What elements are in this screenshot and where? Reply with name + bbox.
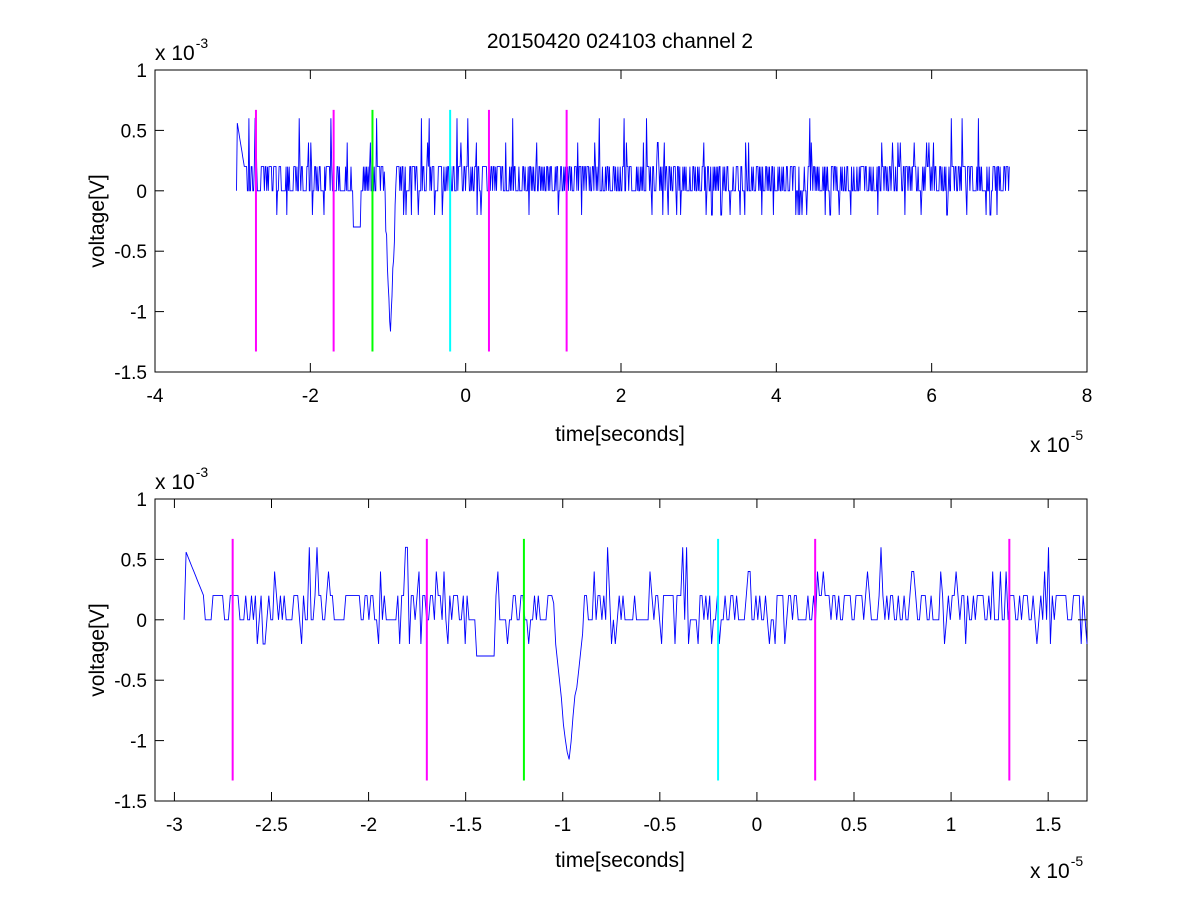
bottom-x-multiplier: x 10-5	[1030, 853, 1083, 883]
bottom-y-tick-label: -1	[130, 732, 147, 753]
top-y-multiplier: x 10-3	[155, 35, 208, 65]
bottom-y-tick-label: 0.5	[121, 550, 147, 571]
bottom-y-tick-label: 1	[136, 490, 147, 511]
bottom-y-multiplier-base: x 10	[155, 471, 195, 494]
top-signal-trace	[236, 117, 1010, 332]
top-x-tick-label: 2	[616, 386, 627, 407]
bottom-y-tick-label: -1.5	[114, 792, 147, 813]
top-marker-layer	[254, 109, 568, 352]
top-y-tick-label: 0	[136, 182, 147, 203]
bottom-signal-layer	[183, 546, 1088, 760]
bottom-y-axis-label: voltage[V]	[86, 603, 109, 696]
bottom-x-tick-label: 1.5	[1035, 815, 1061, 836]
bottom-subplot: -3 -2.5 -2 -1.5 -1 -0.5 0 0.5 1 1.5 -1.5 -1 -0.5 0 0.…	[86, 464, 1088, 883]
top-y-multiplier-exponent: -3	[196, 35, 209, 51]
bottom-x-tick-label: -1	[554, 815, 571, 836]
top-y-tick-label: 1	[136, 61, 147, 82]
top-x-multiplier-base: x 10	[1030, 434, 1070, 457]
bottom-x-axis-label: time[seconds]	[555, 849, 685, 872]
bottom-y-tick-label: -0.5	[114, 671, 147, 692]
bottom-x-ticks: -3 -2.5 -2 -1.5 -1 -0.5 0 0.5 1 1.5	[166, 499, 1061, 836]
bottom-x-tick-label: -2.5	[255, 815, 288, 836]
bottom-x-tick-label: -1.5	[449, 815, 482, 836]
top-signal-layer	[236, 117, 1010, 332]
bottom-x-tick-label: 0.5	[841, 815, 867, 836]
top-x-tick-label: 4	[771, 386, 782, 407]
top-subplot: -4 -2 0 2 4 6 8 -1.5-1-0.500.51 time[seconds] …	[86, 35, 1092, 457]
top-x-tick-label: 6	[926, 386, 937, 407]
bottom-y-multiplier-exponent: -3	[196, 464, 209, 480]
bottom-x-tick-label: 1	[946, 815, 957, 836]
top-y-ticks: -1.5 -1 -0.5 0 0.5 1	[114, 61, 1087, 384]
bottom-x-tick-label: -0.5	[643, 815, 676, 836]
top-x-tick-label: -2	[302, 386, 319, 407]
top-y-tick-label: -1.5	[114, 363, 147, 384]
bottom-y-tick-label: 0	[136, 611, 147, 632]
top-x-tick-label: 8	[1082, 386, 1093, 407]
bottom-axes-box	[154, 498, 1088, 802]
bottom-x-tick-label: -2	[360, 815, 377, 836]
bottom-signal-trace	[183, 546, 1088, 760]
bottom-y-ticks: -1.5 -1 -0.5 0 0.5 1	[114, 490, 1087, 813]
top-x-axis-label: time[seconds]	[555, 423, 685, 446]
top-x-ticks: -4 -2 0 2 4 6 8	[147, 70, 1093, 407]
top-x-tick-label: -4	[147, 386, 164, 407]
top-y-axis-label: voltage[V]	[86, 174, 109, 267]
bottom-x-multiplier-base: x 10	[1030, 860, 1070, 883]
figure-title: 20150420 024103 channel 2	[487, 30, 753, 53]
bottom-marker-layer	[231, 538, 1011, 781]
top-x-tick-label: 0	[460, 386, 471, 407]
top-y-tick-label: 0.5	[121, 121, 147, 142]
bottom-x-tick-label: 0	[752, 815, 763, 836]
bottom-y-multiplier: x 10-3	[155, 464, 208, 494]
top-y-multiplier-base: x 10	[155, 42, 195, 65]
bottom-x-tick-label: -3	[166, 815, 183, 836]
bottom-x-multiplier-exponent: -5	[1071, 853, 1084, 869]
top-x-multiplier: x 10-5	[1030, 427, 1083, 457]
top-y-tick-label: -1	[130, 303, 147, 324]
top-x-multiplier-exponent: -5	[1071, 427, 1084, 443]
top-y-tick-label: -0.5	[114, 242, 147, 263]
